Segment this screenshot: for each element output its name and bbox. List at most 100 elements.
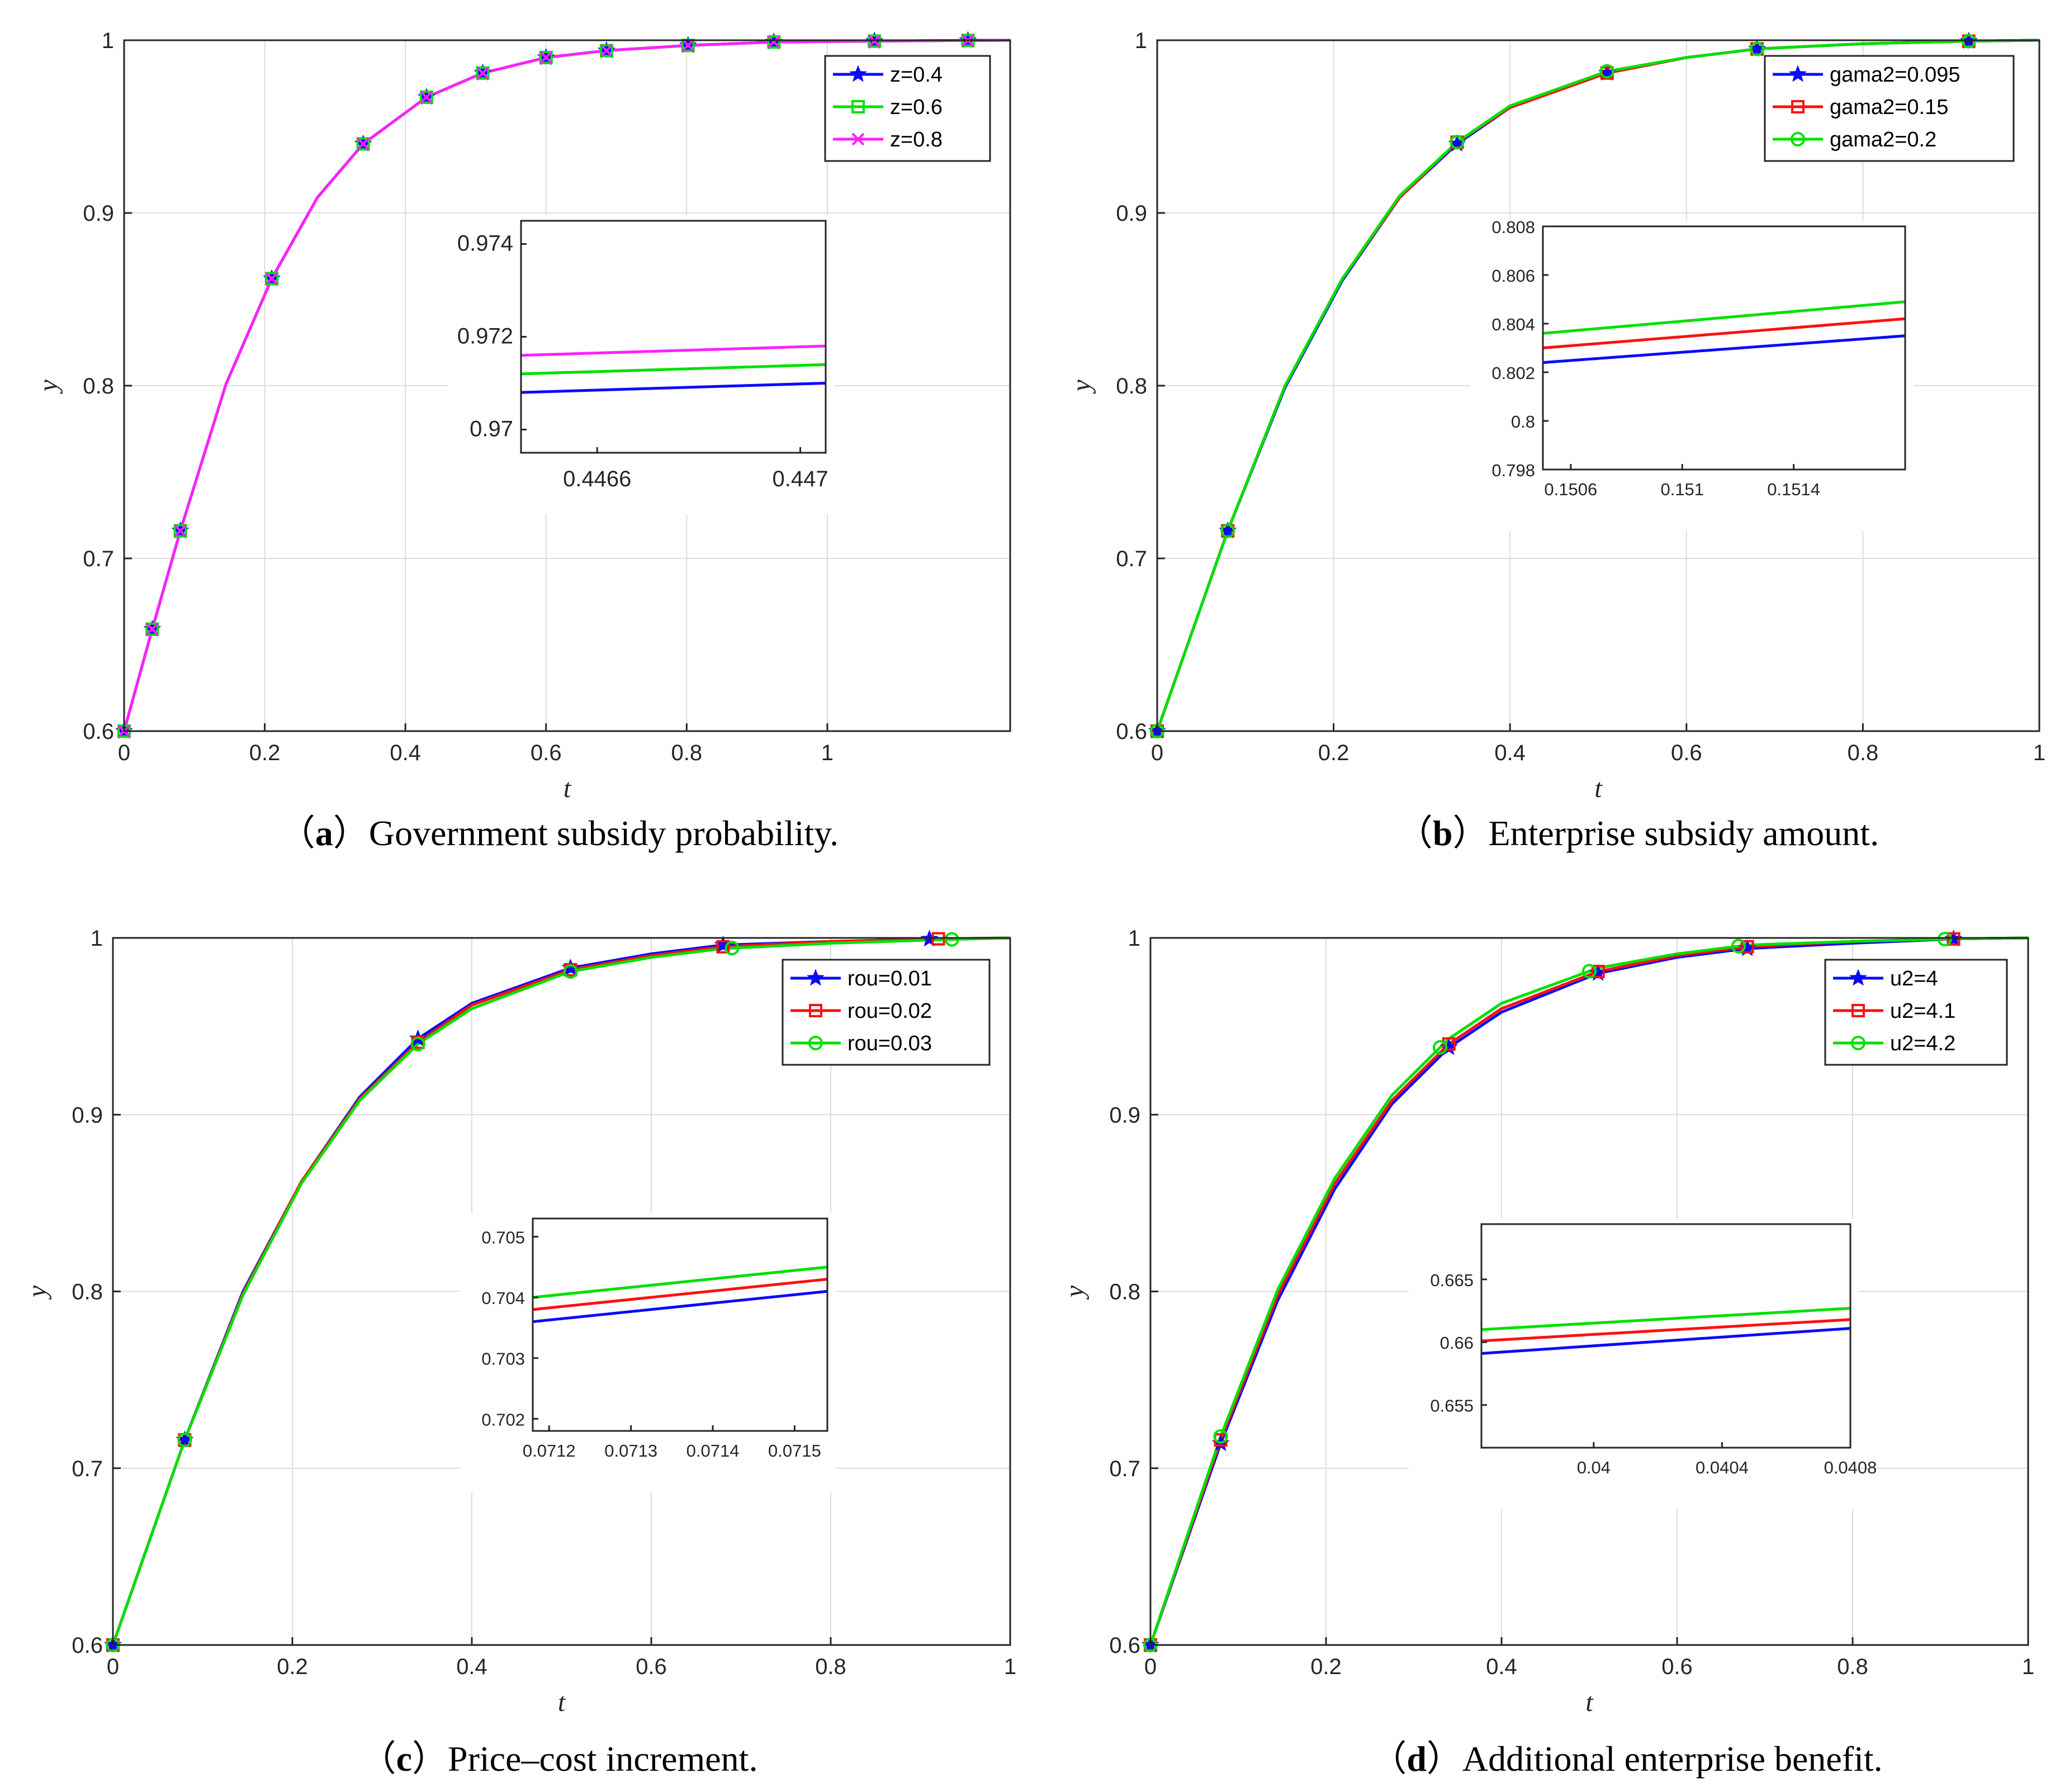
legend-marker-2 (1791, 132, 1805, 146)
legend-marker-2 (808, 1036, 823, 1050)
inset-line-0 (1542, 334, 1906, 364)
series-marker-1 (476, 66, 490, 80)
series-marker-1 (1740, 940, 1754, 954)
series-line-2 (122, 39, 1011, 732)
y-tick-label: 0.9 (72, 1103, 103, 1127)
y-tick-label: 0.9 (1109, 1103, 1140, 1127)
series-marker-2 (724, 941, 740, 956)
y-tick-label: 0.8 (1109, 1280, 1140, 1305)
series-marker-1 (716, 940, 730, 954)
series-marker-2 (1433, 1040, 1448, 1055)
series-marker-1 (1947, 932, 1960, 946)
legend-label-2: rou=0.03 (847, 1032, 932, 1055)
series-marker-2 (1220, 523, 1235, 538)
inset-x-tick-label: 0.04 (1577, 1458, 1611, 1477)
inset-x-tick-label: 0.0714 (686, 1441, 740, 1461)
inset-line-1 (532, 1278, 828, 1311)
inset-line-0 (1481, 1327, 1851, 1355)
inset-x-tick-label: 0.4466 (563, 467, 631, 491)
caption-text: Government subsidy probability. (369, 813, 839, 853)
inset: 0.1506 0.151 0.1514 0.798 0.8 0.802 0.804 0.806… (1470, 217, 1914, 531)
y-tick-label: 0.7 (1116, 547, 1147, 571)
caption-text: Additional enterprise benefit. (1462, 1739, 1883, 1779)
caption-text: Price–cost increment. (448, 1739, 757, 1779)
legend-marker-1 (851, 100, 865, 113)
inset-x-tick-label: 0.151 (1660, 480, 1704, 499)
x-tick-label: 0.8 (1848, 741, 1879, 765)
y-tick-label: 0.6 (72, 1633, 103, 1658)
legend-label-2: z=0.8 (890, 128, 943, 151)
inset-area (521, 221, 826, 453)
inset-x-tick-label: 0.0712 (523, 1441, 576, 1461)
caption-close-paren: ） (412, 1739, 448, 1779)
legend-marker-2 (1851, 1036, 1865, 1050)
y-tick-label: 0.7 (72, 1457, 103, 1481)
legend-label-1: u2=4.1 (1890, 999, 1955, 1023)
caption-letter: d (1407, 1739, 1427, 1779)
inset-line-2 (532, 1265, 828, 1299)
x-tick-label: 0.6 (1661, 1654, 1693, 1679)
inset-frame (1542, 225, 1906, 471)
y-tick-label: 1 (102, 29, 114, 53)
series-marker-2 (265, 272, 278, 285)
inset-x-tick-label: 0.0404 (1696, 1458, 1749, 1477)
x-tick-label: 1 (821, 741, 834, 765)
x-tick-label: 0.6 (636, 1654, 667, 1679)
legend-marker-1 (809, 1004, 822, 1017)
caption-close-paren: ） (1453, 813, 1489, 853)
inset: 0.4466 0.447 0.97 0.972 0.974 (448, 215, 834, 514)
caption-letter: b (1433, 813, 1453, 853)
series-marker-2 (420, 91, 433, 104)
y-tick-label: 0.9 (1116, 201, 1147, 226)
x-tick-label: 0.8 (815, 1654, 846, 1679)
inset-x-tick-label: 0.447 (773, 467, 828, 491)
inset-y-tick-label: 0.66 (1440, 1333, 1474, 1353)
series-line-2 (111, 936, 1011, 1646)
series-marker-1 (931, 932, 945, 946)
y-axis-label: y (34, 380, 63, 395)
series-marker-2 (1582, 964, 1597, 979)
series-marker-2 (174, 524, 187, 537)
inset-y-tick-label: 0.804 (1491, 315, 1535, 334)
caption-letter: a (315, 813, 333, 853)
inset-y-tick-label: 0.802 (1491, 363, 1535, 383)
legend-label-2: u2=4.2 (1890, 1032, 1955, 1055)
x-tick-label: 0.4 (456, 1654, 487, 1679)
inset-line-2 (1481, 1307, 1851, 1331)
legend-label-0: gama2=0.095 (1830, 63, 1960, 87)
y-tick-label: 0.6 (1116, 719, 1147, 744)
inset-y-tick-label: 0.974 (457, 231, 513, 256)
inset-x-tick-label: 0.1514 (1767, 480, 1820, 499)
caption-close-paren: ） (333, 813, 369, 853)
y-tick-label: 0.9 (83, 201, 114, 226)
x-tick-label: 0.2 (1318, 741, 1349, 765)
inset-y-tick-label: 0.808 (1491, 217, 1535, 237)
series-marker-2 (539, 51, 553, 64)
panel-caption: （d）Additional enterprise benefit. (1371, 1739, 1882, 1779)
legend-label-0: z=0.4 (890, 63, 943, 87)
inset-x-tick-label: 0.1506 (1544, 480, 1597, 499)
panel-caption: （a）Government subsidy probability. (280, 813, 839, 853)
series-marker-1 (356, 137, 370, 151)
caption-close-paren: ） (1427, 1739, 1462, 1779)
inset-line-0 (532, 1290, 828, 1324)
series-line-2 (1156, 39, 2040, 732)
series-marker-1 (767, 35, 781, 49)
inset-x-tick-label: 0.0408 (1824, 1458, 1877, 1477)
caption-open-paren: （ (280, 813, 315, 853)
series-marker-1 (1442, 1037, 1456, 1051)
x-tick-label: 1 (2033, 741, 2045, 765)
series-line-0 (1149, 936, 2029, 1646)
y-tick-label: 0.7 (83, 547, 114, 571)
inset-line-2 (520, 344, 826, 357)
x-axis-label: t (558, 1687, 566, 1717)
series-marker-2 (868, 35, 881, 48)
caption-open-paren: （ (1397, 813, 1433, 853)
legend-label-1: gama2=0.15 (1830, 96, 1948, 119)
x-tick-label: 0.4 (1494, 741, 1526, 765)
inset-y-tick-label: 0.665 (1430, 1270, 1474, 1290)
inset-line-1 (1542, 317, 1906, 349)
y-tick-label: 0.6 (83, 719, 114, 744)
panel-c: 0 0.2 0.4 0.6 0.8 1 0.6 0.7 0.8 0.9 1 t y rou=0.01 rou… (22, 926, 1016, 1779)
